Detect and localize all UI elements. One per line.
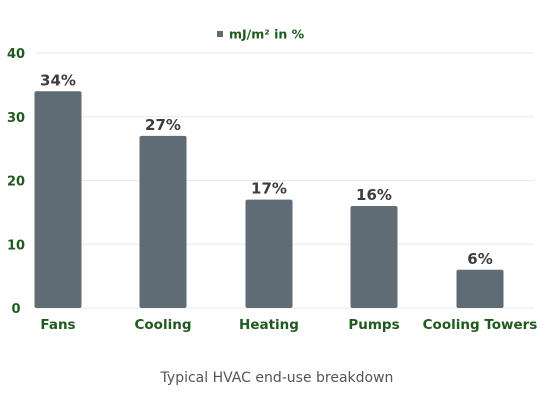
legend-swatch (217, 31, 223, 37)
x-label-pumps: Pumps (348, 317, 399, 333)
value-label-pumps: 16% (356, 186, 392, 204)
value-label-cooling: 27% (145, 116, 181, 134)
y-tick-label-20: 20 (7, 175, 25, 190)
value-labels: 34% 27% 17% 16% 6% (40, 71, 493, 268)
chart-caption: Typical HVAC end-use breakdown (160, 370, 394, 386)
bar-cooling-towers (456, 269, 504, 308)
bar-fans (34, 91, 82, 308)
y-tick-label-10: 10 (7, 238, 25, 253)
y-tick-label-30: 30 (7, 111, 25, 126)
legend: mJ/m² in % (217, 27, 305, 42)
bar-cooling (139, 135, 187, 308)
value-label-heating: 17% (251, 180, 287, 198)
x-label-cooling: Cooling (135, 317, 192, 333)
bar-pumps (350, 206, 398, 308)
x-label-cooling-towers: Cooling Towers (423, 317, 538, 333)
bars (34, 91, 504, 308)
y-tick-label-0: 0 (11, 302, 20, 317)
value-label-cooling-towers: 6% (467, 250, 492, 268)
y-axis-ticks: 0 10 20 30 40 (7, 47, 25, 317)
grid-lines (36, 52, 534, 309)
legend-label: mJ/m² in % (229, 27, 305, 42)
x-label-fans: Fans (40, 317, 75, 333)
x-axis-labels: Fans Cooling Heating Pumps Cooling Towers (40, 317, 537, 333)
bar-heating (245, 199, 293, 308)
y-tick-label-40: 40 (7, 47, 25, 62)
x-label-heating: Heating (239, 317, 299, 333)
value-label-fans: 34% (40, 71, 76, 89)
